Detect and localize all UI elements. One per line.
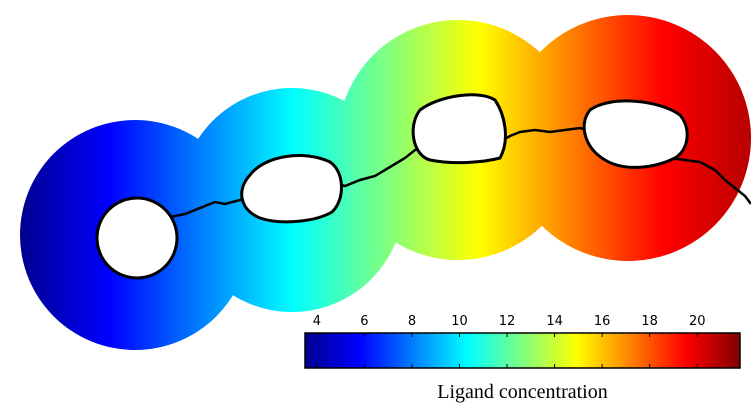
tick-label: 6	[360, 314, 368, 329]
tick-label: 8	[408, 314, 416, 329]
tick-label: 20	[689, 314, 706, 329]
tick-label: 12	[499, 314, 516, 329]
colorbar: 4 6 8 10 12 14 16 18 20 Ligand concentration	[305, 314, 740, 403]
colorbar-fill	[305, 333, 740, 368]
tick-label: 14	[546, 314, 563, 329]
tick-label: 16	[594, 314, 611, 329]
tick-label: 4	[313, 314, 321, 329]
figure: 4 6 8 10 12 14 16 18 20 Ligand concentration	[0, 0, 751, 407]
colorbar-label: Ligand concentration	[437, 381, 608, 403]
concentration-field	[20, 15, 751, 350]
tick-label: 10	[451, 314, 468, 329]
tick-label: 18	[641, 314, 658, 329]
